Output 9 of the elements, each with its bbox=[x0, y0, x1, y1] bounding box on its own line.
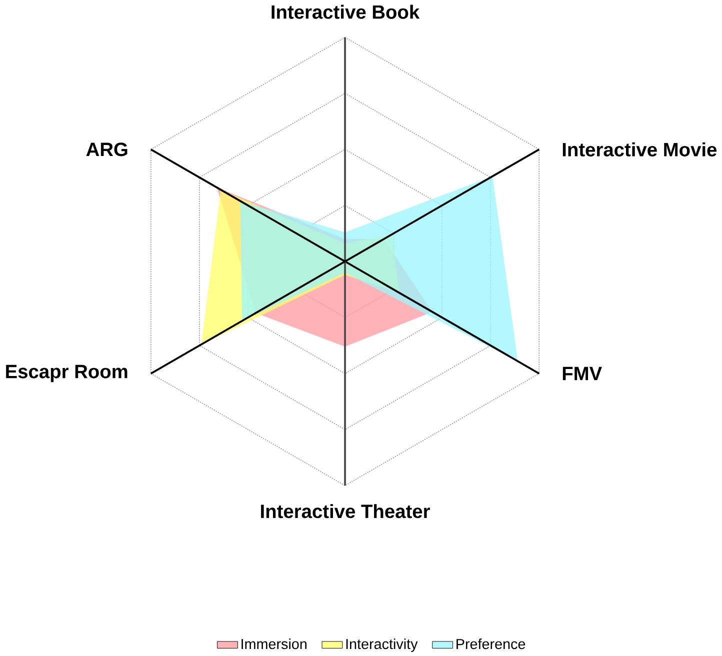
spoke-label: Interactive Book bbox=[272, 4, 420, 19]
legend-label: Immersion bbox=[242, 638, 306, 650]
legend-label: Preference bbox=[456, 638, 526, 650]
spoke-label: Interactive Movie bbox=[562, 142, 717, 156]
spoke-label: ARG bbox=[86, 142, 128, 156]
spoke-label: Interactive Theater bbox=[261, 504, 430, 518]
spoke-label: FMV bbox=[562, 366, 602, 380]
spoke-label: Escapr Room bbox=[6, 364, 128, 382]
legend-label: Interactivity bbox=[346, 638, 418, 652]
